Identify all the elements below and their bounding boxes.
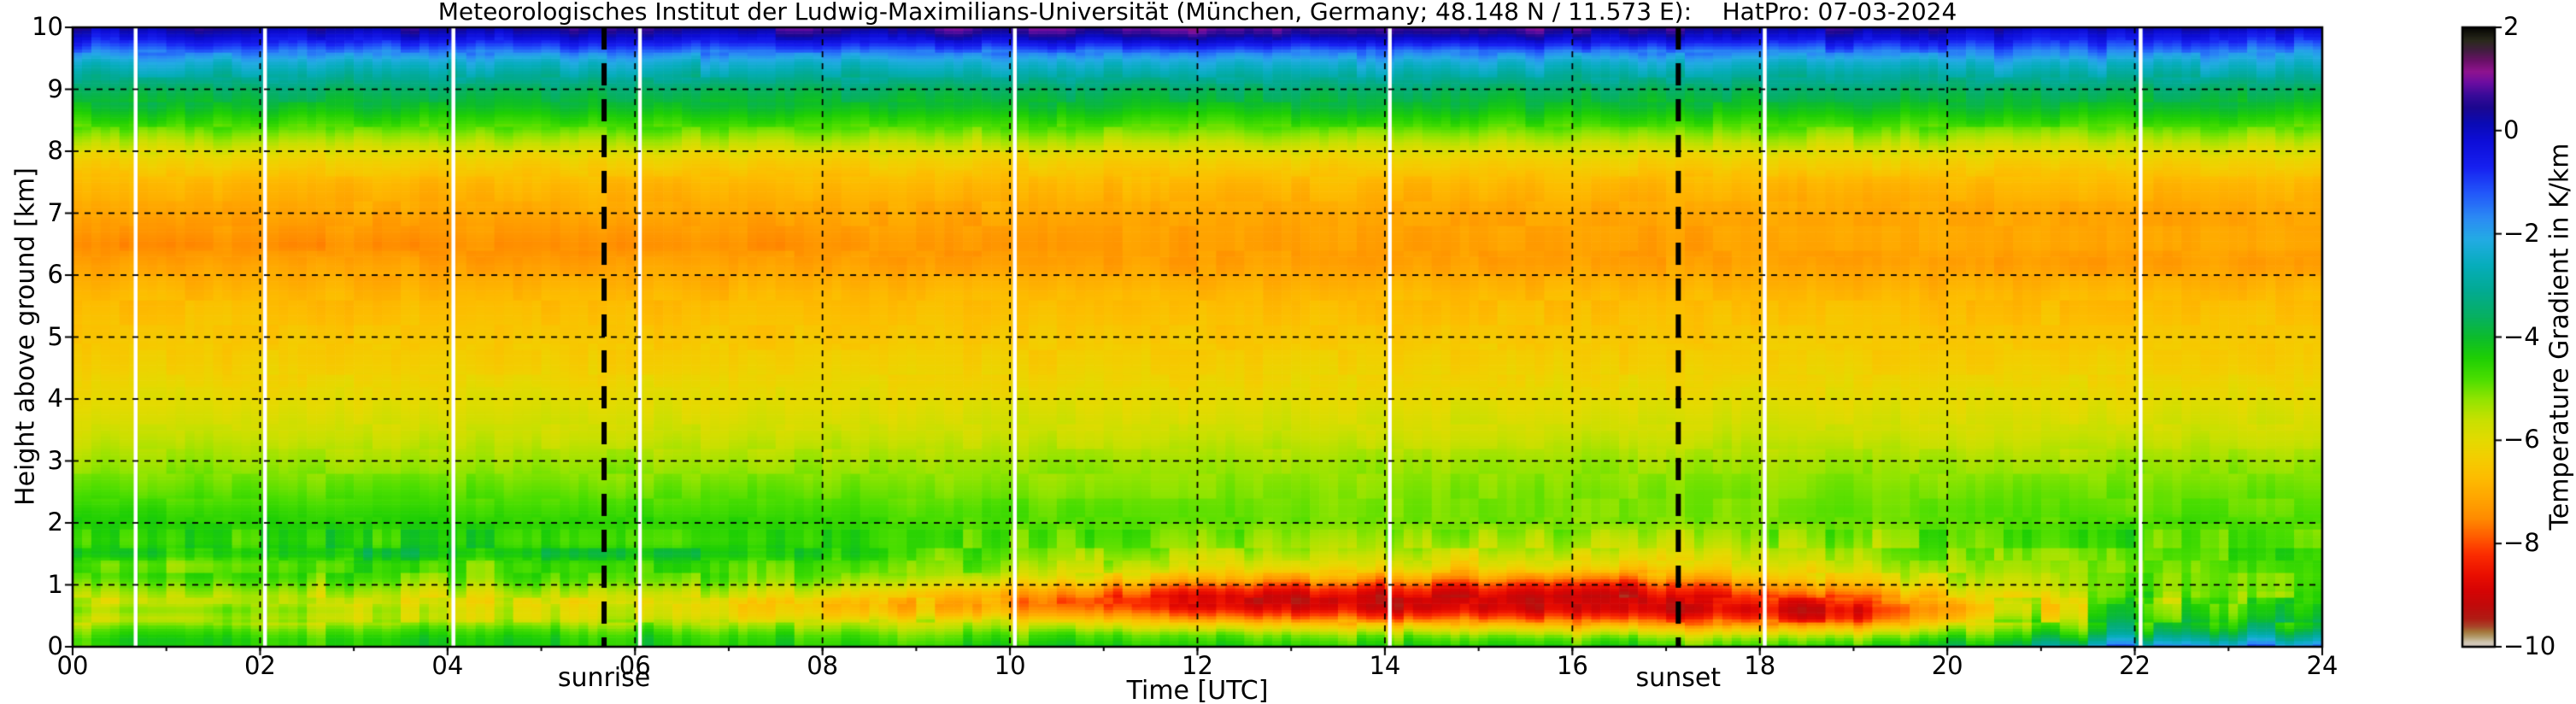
colorbar-tick-label: −8 (2503, 528, 2540, 558)
y-tick-label: 2 (47, 507, 63, 537)
x-tick-label: 24 (2306, 651, 2338, 680)
colorbar-tick-label: −4 (2503, 321, 2540, 351)
sunset-annotation: sunset (1635, 663, 1722, 693)
y-tick-label: 0 (47, 631, 63, 660)
x-tick-label: 12 (1182, 651, 1213, 680)
y-tick-label: 1 (47, 569, 63, 599)
colorbar-tick-label: 0 (2503, 114, 2520, 144)
x-tick-label: 08 (807, 651, 839, 680)
y-tick-label: 8 (47, 136, 63, 165)
colorbar-tick-label: −6 (2503, 425, 2540, 455)
colorbar-axis-label: Temperature Gradient in K/km (2544, 143, 2575, 531)
colorbar-tick-label: −2 (2503, 218, 2540, 248)
x-tick-label: 00 (56, 651, 89, 680)
x-tick-label: 02 (244, 651, 276, 680)
y-tick-label: 6 (47, 260, 63, 289)
x-tick-label: 18 (1744, 651, 1776, 680)
sunrise-annotation: sunrise (557, 663, 651, 693)
x-tick-label: 06 (619, 651, 651, 680)
y-tick-label: 9 (47, 73, 63, 103)
y-tick-label: 4 (47, 384, 63, 413)
x-axis-label: Time [UTC] (1126, 676, 1269, 704)
colorbar-tick-label: 2 (2503, 12, 2520, 41)
chart-title: Meteorologisches Institut der Ludwig-Max… (437, 0, 1957, 26)
colorbar-tick-label: −10 (2503, 631, 2556, 660)
y-tick-label: 10 (32, 12, 63, 41)
y-tick-label: 5 (47, 321, 63, 351)
y-tick-label: 7 (47, 197, 63, 227)
x-tick-label: 04 (431, 651, 464, 680)
x-tick-label: 14 (1369, 651, 1401, 680)
x-tick-label: 22 (2119, 651, 2151, 680)
x-tick-label: 10 (994, 651, 1026, 680)
y-tick-label: 3 (47, 445, 63, 475)
x-tick-label: 16 (1556, 651, 1588, 680)
x-tick-label: 20 (1931, 651, 1963, 680)
